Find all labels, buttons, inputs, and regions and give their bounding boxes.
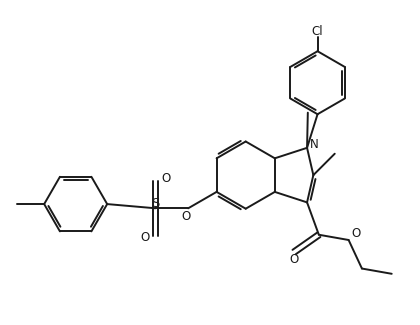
Text: O: O <box>140 231 150 244</box>
Text: S: S <box>151 197 160 210</box>
Text: O: O <box>181 210 191 223</box>
Text: O: O <box>161 172 171 185</box>
Text: O: O <box>289 253 299 266</box>
Text: O: O <box>351 227 360 240</box>
Text: N: N <box>310 138 318 151</box>
Text: Cl: Cl <box>312 25 323 38</box>
